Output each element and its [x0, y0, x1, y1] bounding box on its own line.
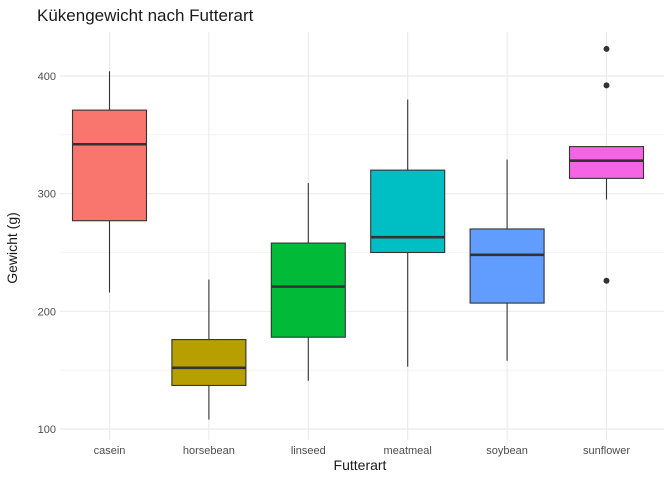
box-body: [171, 339, 247, 387]
box-meatmeal: [370, 99, 446, 367]
y-axis-ticks: 100 200 300 400: [38, 71, 56, 436]
box-linseed: [270, 183, 346, 381]
box-body: [370, 169, 446, 254]
x-tick-label: linseed: [291, 445, 326, 457]
y-tick-label: 300: [38, 189, 56, 201]
box-body: [270, 242, 346, 338]
grid: [60, 32, 664, 440]
outlier-point: [603, 277, 610, 284]
x-tick-label: soybean: [486, 445, 528, 457]
x-axis-title: Futterart: [334, 457, 387, 473]
y-tick-label: 400: [38, 71, 56, 83]
x-tick-label: horsebean: [183, 445, 235, 457]
box-casein: [71, 71, 148, 293]
boxplots: [71, 45, 645, 420]
box-sunflower: [568, 45, 645, 284]
box-body: [469, 228, 545, 304]
outlier-point: [603, 45, 610, 52]
box-body: [568, 146, 645, 179]
outlier-point: [603, 82, 610, 89]
x-tick-label: casein: [94, 445, 126, 457]
box-body: [71, 109, 148, 222]
y-tick-label: 100: [38, 424, 56, 436]
box-soybean: [469, 159, 545, 361]
y-tick-label: 200: [38, 306, 56, 318]
chart-title: Kükengewicht nach Futterart: [37, 6, 254, 25]
x-tick-label: meatmeal: [384, 445, 432, 457]
x-tick-label: sunflower: [583, 445, 630, 457]
x-axis-ticks: casein horsebean linseed meatmeal soybean sun…: [94, 445, 631, 457]
box-horsebean: [171, 279, 247, 420]
y-axis-title: Gewicht (g): [4, 212, 20, 284]
